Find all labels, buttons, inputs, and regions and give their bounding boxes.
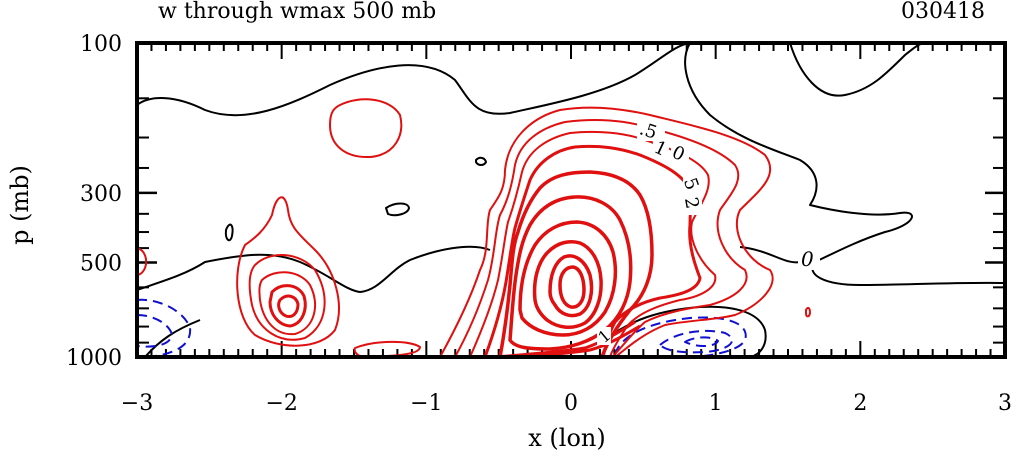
zero-contour-small-loop-3 (224, 223, 234, 242)
contour-label-background (637, 121, 665, 141)
positive-contour-left-cell-4 (268, 284, 307, 328)
contour-labels: .5 1 0 5 2 1 0 (594, 118, 820, 347)
positive-contour-upper-cell (329, 98, 403, 159)
positive-contour-main-ring-7 (518, 220, 618, 337)
y-tick-label: 1000 (66, 346, 122, 371)
positive-contour-main-ring-9 (548, 254, 594, 318)
positive-contour-left-cell-outer (236, 196, 340, 347)
positive-contour-main-ring-6 (508, 195, 633, 351)
positive-contour-main-ring-5 (498, 170, 654, 357)
zero-contour-surface-right (604, 305, 767, 357)
negative-contour-left-1 (137, 298, 192, 357)
contour-label: .5 (637, 118, 660, 143)
y-axis-label: p (mb) (6, 165, 34, 245)
y-tick-label: 500 (80, 251, 122, 276)
positive-contour-left-cell-3 (258, 271, 316, 336)
contour-label: 2 (680, 196, 703, 211)
positive-contour-left-cell-2 (248, 253, 326, 341)
x-tick-label: −3 (121, 391, 153, 416)
negative-contour-right-1 (614, 316, 747, 357)
zero-contour-right-branch (684, 43, 1005, 286)
contour-label-background (597, 327, 611, 345)
negative-contour-left-2 (137, 314, 173, 348)
y-tick-label: 300 (80, 182, 122, 207)
zero-contour-lower (137, 245, 491, 293)
x-tick-label: −2 (265, 391, 297, 416)
contour-field: .5 1 0 5 2 1 0 (137, 43, 1005, 357)
plot-frame (135, 41, 1007, 359)
x-tick-label: −1 (410, 391, 442, 416)
zero-contour-surface-left (144, 319, 201, 357)
positive-contours (137, 98, 811, 357)
x-axis-label: x (lon) (528, 424, 605, 452)
contour-label-background (798, 248, 820, 270)
axis-ticks (136, 41, 1006, 359)
zero-contour-small-loop-2 (475, 156, 487, 166)
zero-contour-upper-left (137, 43, 691, 117)
y-tick-labels: 100 300 500 1000 (66, 32, 122, 371)
x-tick-label: 3 (998, 391, 1012, 416)
positive-contour-left-cell-core (277, 294, 300, 318)
positive-contour-main-ring-4 (483, 144, 702, 357)
chart-date-label: 030418 (901, 0, 985, 24)
x-tick-label: 1 (709, 391, 723, 416)
contour-label-background (684, 195, 702, 215)
negative-contour-right-2 (659, 330, 733, 354)
x-tick-label: 2 (853, 391, 867, 416)
contour-label-background (653, 138, 669, 158)
positive-contour-main-ring-2 (454, 119, 748, 357)
contour-label-background (671, 143, 689, 165)
negative-contour-right-3 (684, 336, 719, 347)
positive-contour-main-ring-1 (439, 106, 774, 357)
positive-contour-surface-streak (353, 340, 421, 357)
y-tick-label: 100 (80, 32, 122, 57)
x-tick-label: 0 (564, 391, 578, 416)
negative-contours (137, 298, 747, 357)
contour-label-background (683, 176, 699, 196)
x-tick-labels: −3 −2 −1 0 1 2 3 (121, 391, 1012, 416)
zero-contour-lower-right (739, 246, 801, 264)
chart-title: w through wmax 500 mb (158, 0, 436, 24)
zero-contour-upper-right (789, 43, 926, 97)
positive-contour-main-ring-8 (532, 239, 603, 329)
positive-contour-small-spot (805, 306, 811, 318)
contour-label: 0 (801, 247, 814, 271)
positive-contour-main-core (558, 265, 586, 309)
zero-contours (137, 43, 1005, 357)
zero-contour-small-loop-1 (385, 202, 410, 217)
